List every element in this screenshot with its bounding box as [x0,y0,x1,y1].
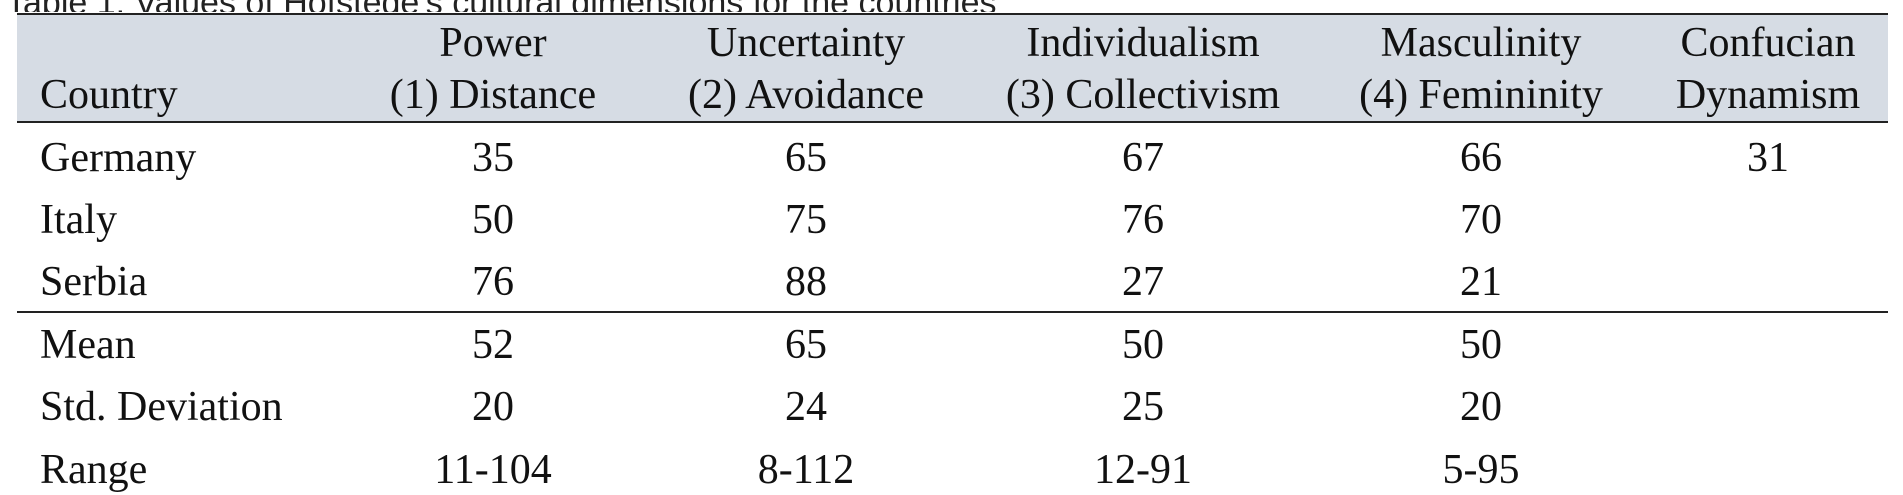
table-cell: 75 [785,197,827,243]
table-cell: 12-91 [1094,447,1192,493]
table-cell: 67 [1122,135,1164,181]
header-masculinity: Masculinity [1380,20,1582,66]
row-label: Range [40,447,148,493]
table-cell: 35 [472,135,514,181]
table-cell: 21 [1460,259,1502,305]
table-cell: 11-104 [434,447,552,493]
table-cell: 76 [472,259,514,305]
row-label: Italy [40,197,117,243]
table-caption-strip: Table 1: Values of Hofstede's cultural d… [0,0,1903,12]
table-cell: 65 [785,135,827,181]
table-cell: 70 [1460,197,1502,243]
table-cell: 20 [1460,384,1502,430]
header-confucian: Confucian [1680,20,1856,66]
table-cell: 27 [1122,259,1164,305]
header-individualism: Individualism [1026,20,1260,66]
row-label: Germany [40,135,197,181]
header-femininity: (4) Femininity [1359,72,1603,118]
table-cell: 50 [1122,322,1164,368]
table-header-background [17,14,1888,121]
row-label: Serbia [40,259,148,305]
table-caption: Table 1: Values of Hofstede's cultural d… [6,0,997,12]
header-country: Country [40,72,178,118]
table-cell: 65 [785,322,827,368]
table-cell: 5-95 [1442,447,1520,493]
row-label: Std. Deviation [40,384,283,430]
table-cell: 20 [472,384,514,430]
table-cell: 66 [1460,135,1502,181]
table-cell: 50 [1460,322,1502,368]
table-cell: 50 [472,197,514,243]
table-cell: 25 [1122,384,1164,430]
header-collectivism: (3) Collectivism [1005,72,1281,118]
header-power: Power [439,20,547,66]
table-cell: 8-112 [757,447,855,493]
table-cell: 31 [1747,135,1789,181]
header-dynamism: Dynamism [1675,72,1861,118]
table-header-rule [17,121,1888,123]
header-distance: (1) Distance [389,72,597,118]
table-cell: 76 [1122,197,1164,243]
row-label: Mean [40,322,136,368]
table-summary-rule [17,311,1888,313]
table-cell: 52 [472,322,514,368]
table-top-rule [17,13,1888,15]
table-cell: 88 [785,259,827,305]
table-cell: 24 [785,384,827,430]
header-uncertainty: Uncertainty [706,20,906,66]
header-avoidance: (2) Avoidance [688,72,924,118]
